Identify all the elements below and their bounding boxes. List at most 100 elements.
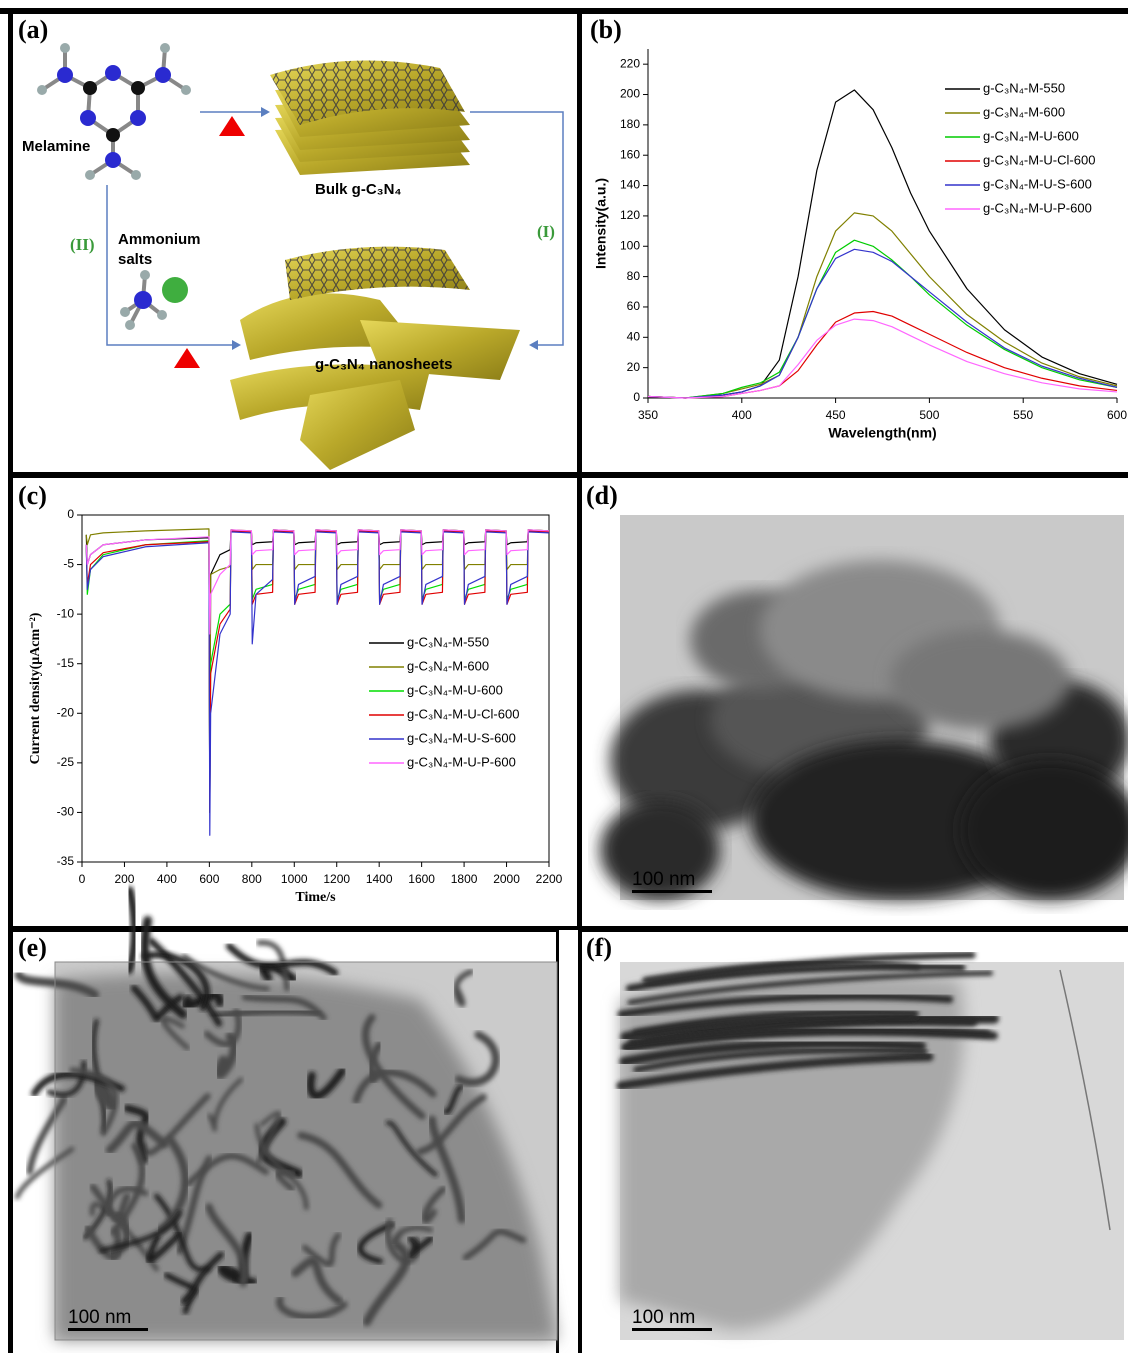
scale-bar xyxy=(632,1328,712,1331)
ammonium-label: Ammonium salts xyxy=(118,231,201,268)
scale-bar-label: 100 nm xyxy=(68,1307,131,1328)
panel-label: (e) xyxy=(18,933,47,962)
x-tick-label: 550 xyxy=(1013,408,1033,422)
texture xyxy=(301,1232,342,1268)
texture xyxy=(385,1120,438,1177)
texture xyxy=(297,1131,383,1209)
legend-label: g-C₃N₄-M-U-S-600 xyxy=(983,176,1092,191)
texture xyxy=(276,1295,348,1321)
texture xyxy=(406,1235,434,1260)
texture xyxy=(428,1115,466,1224)
melamine-label: Melamine xyxy=(22,138,90,155)
texture xyxy=(443,1084,464,1115)
micrograph: 100 nm xyxy=(600,515,1128,900)
x-tick-label: 350 xyxy=(638,408,658,422)
texture xyxy=(140,915,188,1019)
texture xyxy=(890,630,1070,730)
y-tick-label: 80 xyxy=(627,269,641,283)
texture xyxy=(621,1027,998,1052)
panel-label: (b) xyxy=(590,15,622,44)
series-line xyxy=(85,529,550,814)
legend-label: g-C₃N₄-M-550 xyxy=(983,80,1065,95)
diagram: Melamine Bulk g-C₃N₄ g-C₃N₄ nanosheets (… xyxy=(22,43,564,470)
y-tick-label: 40 xyxy=(627,329,641,343)
y-axis-title: Intensity(a.u.) xyxy=(593,178,609,269)
y-tick-label: 120 xyxy=(620,208,640,222)
texture xyxy=(205,1203,249,1287)
legend-label: g-C₃N₄-M-U-P-600 xyxy=(407,754,516,769)
texture xyxy=(46,1060,87,1097)
y-tick-label: -20 xyxy=(57,705,75,719)
texture xyxy=(352,1068,437,1105)
bulk-label: Bulk g-C₃N₄ xyxy=(315,181,402,198)
y-tick-label: 140 xyxy=(620,178,640,192)
x-tick-label: 200 xyxy=(114,872,134,886)
ammonium-icon xyxy=(120,270,188,330)
texture xyxy=(453,969,474,1008)
texture xyxy=(105,1119,169,1155)
series-line xyxy=(647,248,1118,399)
panel-label: (c) xyxy=(18,481,47,510)
texture xyxy=(627,970,994,1005)
texture xyxy=(14,970,100,999)
texture xyxy=(619,1038,927,1067)
texture xyxy=(362,1240,411,1327)
texture xyxy=(421,1186,447,1224)
texture xyxy=(225,942,339,977)
series-line xyxy=(85,530,550,814)
micrograph: 100 nm xyxy=(14,886,558,1341)
texture xyxy=(211,1007,321,1020)
texture xyxy=(1059,969,1111,1231)
texture xyxy=(306,1067,347,1100)
y-tick-label: -35 xyxy=(57,854,75,868)
texture xyxy=(123,1104,150,1164)
heat-triangles xyxy=(174,116,245,368)
texture xyxy=(633,1047,928,1073)
x-tick-label: 450 xyxy=(826,408,846,422)
series-line xyxy=(647,310,1118,399)
panel-frame xyxy=(0,8,1128,1353)
legend-label: g-C₃N₄-M-U-P-600 xyxy=(983,200,1092,215)
y-tick-label: 100 xyxy=(620,238,640,252)
x-tick-label: 600 xyxy=(199,872,219,886)
texture xyxy=(207,1077,244,1132)
x-tick-label: 1200 xyxy=(323,872,350,886)
texture xyxy=(632,1008,920,1038)
texture xyxy=(105,1185,149,1217)
x-tick-label: 800 xyxy=(242,872,262,886)
y-axis-title: Current density(μAcm⁻²) xyxy=(28,612,43,764)
texture xyxy=(154,1193,211,1273)
texture xyxy=(141,951,211,1011)
y-tick-label: -10 xyxy=(57,606,75,620)
x-tick-label: 500 xyxy=(919,408,939,422)
series-line xyxy=(85,530,550,814)
texture xyxy=(254,1123,309,1211)
x-tick-label: 1800 xyxy=(451,872,478,886)
route-arrows xyxy=(106,111,564,346)
texture xyxy=(160,1016,190,1051)
panel-label: (f) xyxy=(586,933,612,962)
x-tick-label: 1600 xyxy=(408,872,435,886)
y-tick-label: 20 xyxy=(627,360,641,374)
texture xyxy=(99,1210,183,1253)
bulk-sheets xyxy=(270,60,470,175)
series-line xyxy=(647,239,1118,399)
texture xyxy=(391,1225,434,1245)
texture xyxy=(454,1030,500,1087)
series-line xyxy=(85,528,550,794)
texture xyxy=(366,1041,384,1084)
panel-label: (d) xyxy=(586,481,618,510)
legend-label: g-C₃N₄-M-U-Cl-600 xyxy=(983,152,1095,167)
series-line xyxy=(85,529,550,635)
x-tick-label: 1000 xyxy=(281,872,308,886)
series-line xyxy=(647,318,1118,399)
x-tick-label: 600 xyxy=(1107,408,1127,422)
nanosheets xyxy=(230,246,520,470)
texture xyxy=(14,1146,75,1200)
texture xyxy=(92,1075,118,1111)
series-line xyxy=(647,212,1118,399)
legend-label: g-C₃N₄-M-U-600 xyxy=(983,128,1079,143)
x-axis-title: Time/s xyxy=(295,890,336,905)
texture xyxy=(600,800,720,900)
scale-bar-label: 100 nm xyxy=(632,1307,695,1328)
